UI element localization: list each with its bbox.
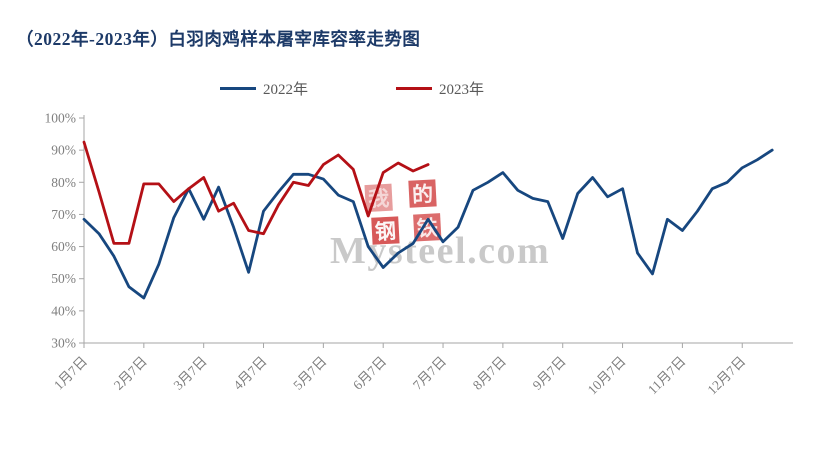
watermark-char: 铁 <box>416 216 438 241</box>
x-tick-label: 5月7日 <box>290 354 329 393</box>
x-tick-label: 7月7日 <box>410 354 449 393</box>
legend-item-2022: 2022年 <box>220 79 309 98</box>
legend-label-2023: 2023年 <box>439 81 485 98</box>
legend-item-2023: 2023年 <box>396 79 485 98</box>
legend-swatch-2023 <box>396 86 432 90</box>
x-tick-label: 9月7日 <box>530 354 569 393</box>
x-tick-label: 1月7日 <box>51 354 90 393</box>
x-tick-label: 11月7日 <box>645 354 689 398</box>
y-tick-label: 40% <box>51 303 76 318</box>
x-tick-label: 12月7日 <box>704 354 748 398</box>
chart-title: （2022年-2023年）白羽肉鸡样本屠宰库容率走势图 <box>16 29 421 49</box>
y-tick-label: 100% <box>45 111 77 126</box>
y-tick-label: 60% <box>51 239 76 254</box>
watermark-char: 钢 <box>374 219 396 244</box>
watermark-box <box>371 216 400 245</box>
series-line-2023 <box>82 140 430 245</box>
x-tick-label: 4月7日 <box>230 354 269 393</box>
watermark-char: 的 <box>411 182 433 207</box>
y-tick-label: 90% <box>51 143 76 158</box>
y-tick-label: 30% <box>51 336 76 351</box>
legend-label-2022: 2022年 <box>263 81 309 98</box>
x-tick-label: 6月7日 <box>350 354 389 393</box>
x-tick-label: 8月7日 <box>470 354 509 393</box>
x-tick-label: 2月7日 <box>111 354 150 393</box>
x-tick-label: 3月7日 <box>171 354 210 393</box>
y-tick-label: 70% <box>51 207 76 222</box>
legend-swatch-2022 <box>220 86 256 90</box>
watermark-box <box>408 179 437 208</box>
y-tick-label: 50% <box>51 271 76 286</box>
x-tick-label: 10月7日 <box>585 354 629 398</box>
series-line-2022 <box>82 148 774 300</box>
y-tick-label: 80% <box>51 175 76 190</box>
